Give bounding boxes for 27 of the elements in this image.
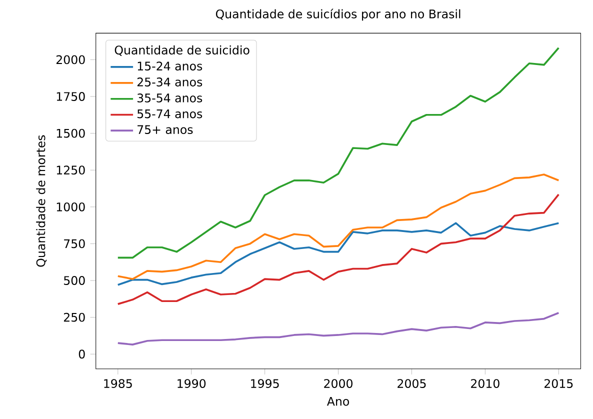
- y-tick-label: 0: [78, 350, 85, 359]
- y-tick-label: 250: [64, 312, 85, 322]
- x-tick-label: 2005: [398, 379, 426, 388]
- y-tick-label: 500: [64, 276, 85, 286]
- y-tick-label: 750: [64, 239, 85, 248]
- x-tick-label: 2010: [471, 379, 500, 388]
- legend-label: 35-54 anos: [137, 94, 202, 103]
- x-tick-label: 1990: [178, 379, 206, 388]
- line-series: [116, 174, 560, 280]
- x-tick-label: 2015: [544, 379, 573, 388]
- x-tick-label: 1995: [251, 379, 279, 388]
- chart-title: Quantidade de suicídios por ano no Brasil: [216, 8, 460, 21]
- y-tick-label: 1000: [56, 202, 85, 212]
- legend-label: 15-24 anos: [138, 62, 202, 71]
- x-tick-label: 1985: [104, 379, 132, 388]
- y-tick-label: 1750: [56, 92, 85, 102]
- legend-label: 55-74 anos: [137, 110, 202, 118]
- legend-label: 75+ anos: [138, 125, 193, 134]
- x-tick-label: 2000: [324, 379, 352, 388]
- x-axis-title: Ano: [326, 397, 350, 406]
- legend-title: Quantidade de suicidio: [114, 46, 250, 56]
- line-series: [116, 194, 560, 306]
- y-tick-label: 2000: [56, 55, 85, 64]
- y-tick-label: 1250: [56, 166, 85, 175]
- legend-label: 25-34 anos: [137, 78, 202, 87]
- y-tick-label: 1500: [56, 128, 85, 138]
- y-axis-title: Quantidade de mortes: [36, 135, 47, 267]
